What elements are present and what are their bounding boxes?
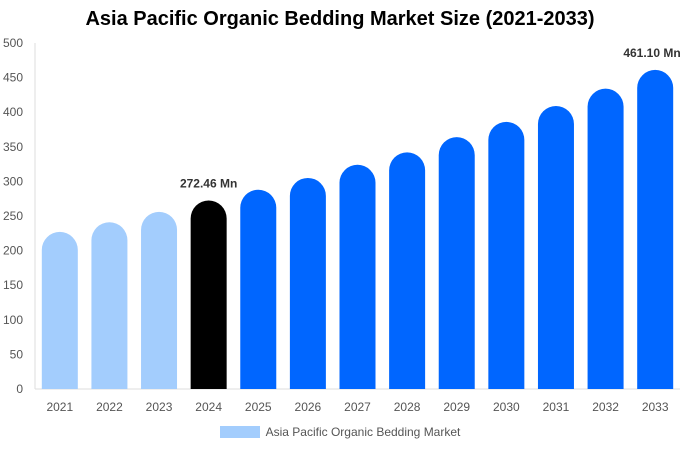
y-tick-label: 100 — [3, 313, 23, 327]
y-tick-label: 150 — [3, 278, 23, 292]
data-label-2024: 272.46 Mn — [180, 176, 237, 190]
y-tick-label: 200 — [3, 244, 23, 258]
y-tick-label: 50 — [10, 347, 24, 361]
bar-2023 — [141, 211, 178, 389]
x-tick-label: 2028 — [394, 400, 421, 414]
x-tick-label: 2032 — [592, 400, 619, 414]
x-tick-label: 2025 — [245, 400, 272, 414]
x-tick-label: 2026 — [295, 400, 322, 414]
y-tick-label: 400 — [3, 105, 23, 119]
bar-2027 — [339, 164, 376, 389]
data-label-2033: 461.10 Mn — [623, 46, 680, 60]
y-tick-label: 0 — [16, 382, 23, 396]
bar-2024 — [190, 200, 227, 389]
bar-2031 — [537, 105, 574, 390]
x-tick-label: 2029 — [443, 400, 470, 414]
bar-2021 — [41, 231, 78, 389]
legend-label: Asia Pacific Organic Bedding Market — [265, 425, 461, 439]
y-tick-label: 300 — [3, 174, 23, 188]
bar-2032 — [587, 88, 624, 390]
x-tick-label: 2033 — [642, 400, 669, 414]
x-tick-label: 2024 — [195, 400, 222, 414]
bar-2029 — [438, 137, 475, 389]
y-tick-label: 350 — [3, 140, 23, 154]
bar-2025 — [240, 189, 277, 389]
x-tick-label: 2027 — [344, 400, 371, 414]
y-tick-label: 250 — [3, 209, 23, 223]
y-tick-label: 450 — [3, 71, 23, 85]
bar-2030 — [488, 121, 525, 390]
x-tick-label: 2022 — [96, 400, 123, 414]
bar-2028 — [389, 152, 426, 389]
bar-2026 — [289, 177, 326, 389]
x-tick-label: 2031 — [543, 400, 570, 414]
y-tick-label: 500 — [3, 36, 23, 50]
x-tick-label: 2021 — [46, 400, 73, 414]
x-tick-label: 2030 — [493, 400, 520, 414]
x-tick-label: 2023 — [146, 400, 173, 414]
bar-2022 — [91, 222, 128, 389]
legend-swatch — [219, 426, 260, 438]
legend: Asia Pacific Organic Bedding Market — [0, 425, 680, 439]
bar-2033 — [637, 69, 674, 390]
chart-title: Asia Pacific Organic Bedding Market Size… — [85, 8, 595, 30]
